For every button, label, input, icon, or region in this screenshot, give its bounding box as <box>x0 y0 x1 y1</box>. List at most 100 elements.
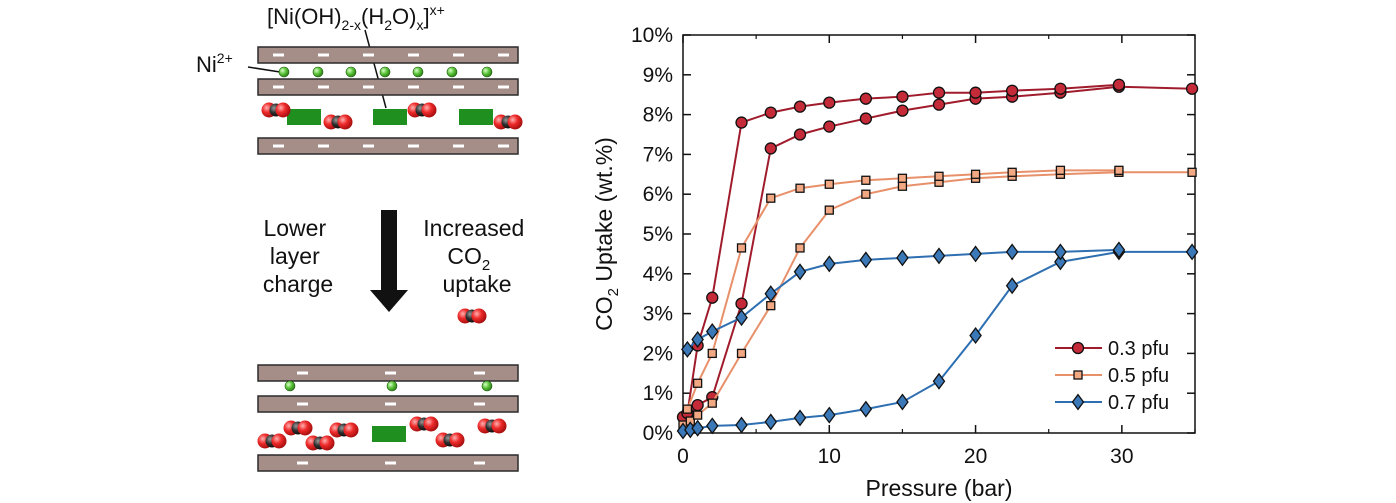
co2-molecule <box>323 114 353 130</box>
data-point-circle <box>859 112 873 125</box>
x-tick-label: 10 <box>818 445 841 468</box>
negative-charge-mark <box>498 53 509 57</box>
negative-charge-mark <box>273 53 284 57</box>
data-point-diamond <box>764 285 778 303</box>
data-point-diamond <box>735 309 748 327</box>
data-point-diamond <box>859 251 873 269</box>
adsorption-curve <box>682 171 1193 426</box>
clay-layer <box>257 364 519 382</box>
ni-ion <box>278 66 290 78</box>
legend-label: 0.7 pfu <box>1108 392 1169 414</box>
negative-charge-mark <box>408 53 419 57</box>
co2-molecule <box>261 102 291 118</box>
ni-ion <box>312 66 324 78</box>
data-point-diamond <box>1071 393 1085 411</box>
co2-molecule <box>305 435 335 451</box>
y-tick-label: 8% <box>643 104 673 127</box>
data-point-circle <box>706 291 719 304</box>
data-point-square <box>1187 167 1197 177</box>
ni-ion <box>284 380 296 392</box>
ni-ion <box>379 66 391 78</box>
interlayer-cation-block <box>287 109 321 125</box>
data-point-circle <box>1185 82 1199 95</box>
data-point-square <box>970 169 981 179</box>
data-point-circle <box>1071 341 1085 355</box>
co2-molecule <box>407 102 437 118</box>
ni-ion <box>412 66 424 78</box>
data-series <box>676 78 1199 440</box>
data-point-square <box>692 410 703 420</box>
data-point-diamond <box>822 406 836 424</box>
co2-uptake-chart: 0 10 20 30 0% 1% 2% 3% 4% 5% 6% 7% 8% 9% 10% Pressure… <box>591 24 1199 501</box>
data-point-circle <box>932 98 946 111</box>
data-point-square <box>824 179 834 189</box>
negative-charge-mark <box>385 371 396 375</box>
data-point-square <box>692 378 703 388</box>
x-axis-ticks: 0 10 20 30 <box>677 35 1196 468</box>
legend: 0.3 pfu 0.5 pfu 0.7 pfu <box>1055 338 1169 414</box>
adsorption-curve <box>682 85 1193 418</box>
data-point-circle <box>1112 78 1126 91</box>
data-point-diamond <box>735 416 748 434</box>
negative-charge-mark <box>385 402 396 406</box>
data-point-diamond <box>932 372 946 390</box>
ni-ion <box>446 66 458 78</box>
data-point-diamond <box>793 263 807 281</box>
negative-charge-mark <box>498 85 509 89</box>
data-point-diamond <box>1005 277 1019 295</box>
negative-charge-mark <box>318 53 329 57</box>
negative-charge-mark <box>474 461 485 465</box>
clay-layer <box>257 137 519 155</box>
interlayer-cation-block <box>372 426 406 442</box>
co2-molecule <box>283 420 313 436</box>
legend-item: 0.5 pfu <box>1055 365 1169 387</box>
layered-structure-schematic: [Ni(OH)2-x(H2O)x]x+ Ni2+ Lower layer cha… <box>196 2 530 472</box>
interlayer-cation-block <box>459 109 493 125</box>
x-tick-label: 20 <box>964 445 987 468</box>
y-tick-label: 1% <box>643 382 673 405</box>
negative-charge-mark <box>297 461 308 465</box>
ni-ion-label: Ni2+ <box>196 50 233 77</box>
negative-charge-mark <box>363 144 374 148</box>
data-point-square <box>795 183 805 193</box>
lower-stack-co2-molecules <box>257 416 507 451</box>
negative-charge-mark <box>474 371 485 375</box>
data-point-square <box>897 173 908 183</box>
co2-molecule-icon <box>457 308 487 324</box>
y-tick-label: 3% <box>643 303 673 326</box>
data-point-circle <box>793 100 807 113</box>
data-point-diamond <box>681 340 694 358</box>
data-point-circle <box>932 86 946 99</box>
data-point-square <box>1073 370 1083 380</box>
data-point-diamond <box>1054 253 1067 271</box>
data-point-diamond <box>896 393 909 411</box>
y-axis-ticks: 0% 1% 2% 3% 4% 5% 6% 7% 8% 9% 10% <box>631 24 1195 445</box>
clay-layer <box>257 78 519 96</box>
negative-charge-mark <box>453 85 464 89</box>
increased-co2-uptake-text: Increased CO2 uptake <box>423 215 530 297</box>
data-point-square <box>736 348 747 359</box>
data-point-circle <box>793 128 807 141</box>
y-tick-label: 5% <box>643 223 673 246</box>
ni-pointer-line <box>247 66 281 73</box>
data-point-circle <box>859 92 873 105</box>
data-point-square <box>707 398 717 408</box>
data-point-circle <box>823 120 836 133</box>
y-tick-label: 7% <box>643 143 673 166</box>
x-tick-label: 30 <box>1110 445 1133 468</box>
lower-layer-charge-text: Lower layer charge <box>263 215 333 297</box>
negative-charge-mark <box>408 85 419 89</box>
data-point-diamond <box>969 326 982 345</box>
series-0-5-pfu <box>678 165 1197 430</box>
interlayer-cation-block <box>373 109 407 125</box>
legend-item: 0.3 pfu <box>1055 338 1169 360</box>
data-point-diamond <box>691 330 704 348</box>
negative-charge-mark <box>363 85 374 89</box>
data-point-diamond <box>1185 243 1199 261</box>
co2-molecule <box>257 433 287 449</box>
y-tick-label: 6% <box>643 183 673 206</box>
data-point-diamond <box>793 409 807 427</box>
data-point-diamond <box>691 419 704 437</box>
desorption-curve <box>686 169 1119 410</box>
